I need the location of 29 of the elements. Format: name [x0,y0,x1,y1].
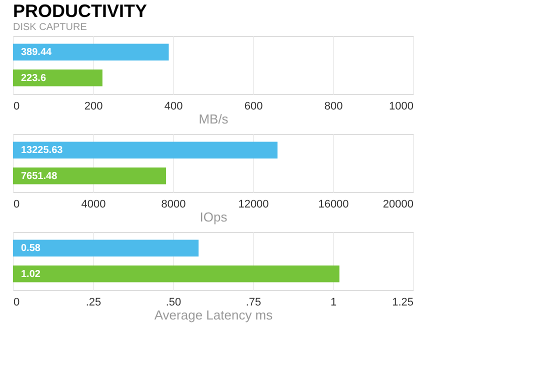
x-tick-label: 200 [84,100,103,112]
x-tick-label: .50 [166,296,182,308]
chart-subtitle: DISK CAPTURE [13,22,88,33]
x-tick-label: 0 [14,198,20,210]
data-label: 13225.63 [21,145,64,156]
x-tick-label: 1000 [389,100,414,112]
x-tick-label: 1.25 [392,296,414,308]
x-tick-label: .25 [86,296,102,308]
x-axis-title: IOps [200,210,228,224]
x-tick-label: 0 [14,296,20,308]
data-label: 223.6 [21,72,46,84]
data-label: 0.58 [21,243,41,254]
x-tick-label: 1 [330,296,337,308]
x-tick-label: 16000 [318,198,349,210]
data-label: 7651.48 [21,170,58,182]
x-tick-label: 400 [164,100,183,112]
x-tick-label: 12000 [238,198,269,210]
x-tick-label: 20000 [382,198,414,210]
x-axis-title: MB/s [198,112,229,126]
x-tick-label: .75 [246,296,262,308]
x-axis-title: Average Latency ms [154,308,274,322]
x-tick-label: 8000 [161,198,186,210]
x-tick-label: 800 [324,100,343,112]
data-label: 1.02 [21,268,41,280]
x-tick-label: 4000 [81,198,106,210]
chart-title: PRODUCTIVITY [13,1,148,21]
x-tick-label: 0 [14,100,20,112]
data-label: 389.44 [21,47,52,58]
x-tick-label: 600 [244,100,263,112]
